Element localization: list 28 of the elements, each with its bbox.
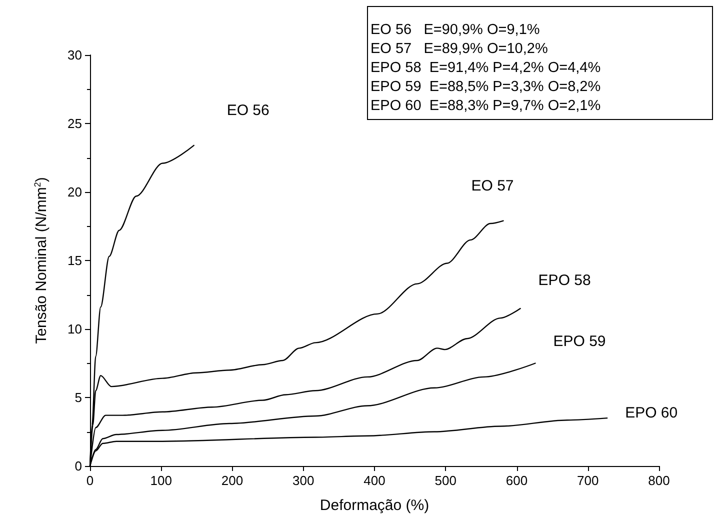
series-label: EPO 58 [538,272,591,289]
x-tick-label: 400 [364,473,386,488]
annotation: EO 57 E=89,9% O=10,2% [370,41,548,57]
x-tick-label: 100 [150,473,172,488]
series-label: EPO 59 [553,332,606,350]
y-tick-label: 25 [68,116,82,131]
text: EO 56 E=90,9% O=9,1% [370,22,540,38]
annotation: EPO 58 E=91,4% P=4,2% O=4,4% [370,60,601,76]
y-axis-title: Tensão Nominal (N/mm2) [32,177,50,344]
x-tick-label: 500 [434,473,456,488]
x-tick-label: 0 [86,473,94,488]
x-tick-label: 300 [292,473,314,488]
x-tick-label: 200 [221,473,244,488]
y-tick-label: 5 [74,390,82,405]
annotation: EPO 59 E=88,5% P=3,3% O=8,2% [370,79,601,95]
y-tick-label: 10 [68,322,82,336]
annotation: EPO 60 E=88,3% P=9,7% O=2,1% [370,98,601,114]
x-tick-label: 700 [577,473,599,488]
x-axis-title: Deformação (%) [320,497,430,514]
y-tick-label: 20 [68,184,82,200]
series-label: EO 57 [471,177,514,194]
x-tick-label: 800 [648,473,670,488]
y-tick-label: 15 [68,253,82,268]
y-tick-label: 30 [68,48,82,62]
text: EO 56 [226,102,270,119]
series-label: EPO 60 [625,404,678,422]
y-tick-label: 0 [74,458,82,474]
x-tick-label: 600 [506,473,528,488]
